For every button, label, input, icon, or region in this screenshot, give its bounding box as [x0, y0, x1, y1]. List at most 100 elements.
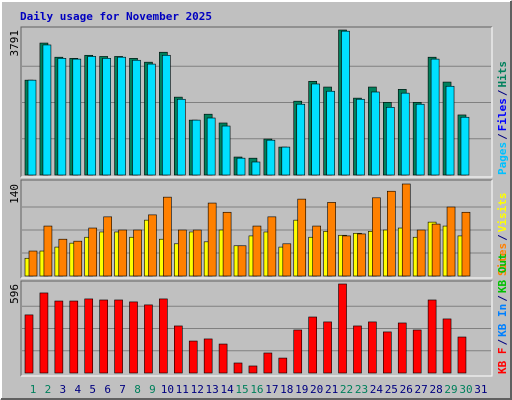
frame [20, 179, 492, 278]
bar [326, 90, 335, 176]
bar [357, 233, 366, 277]
x-tick-label: 26 [400, 383, 413, 396]
axis-label: KB F [496, 348, 509, 375]
bar [282, 243, 292, 277]
x-tick-label: 8 [134, 383, 141, 396]
bar [237, 245, 247, 277]
bar [371, 91, 380, 176]
bar [221, 125, 231, 176]
bar [311, 83, 320, 176]
x-tick-label: 23 [355, 383, 368, 396]
x-tick-label: 2 [45, 383, 52, 396]
x-tick-label: 20 [310, 383, 323, 396]
axis-label: Sites [496, 243, 509, 276]
bar [263, 352, 273, 374]
bar [27, 79, 37, 176]
bar [178, 229, 187, 277]
x-tick-label: 4 [74, 383, 81, 396]
bar [427, 299, 437, 374]
x-tick-label: 10 [161, 383, 174, 396]
bar [416, 229, 426, 277]
bar [159, 298, 168, 374]
bar [252, 225, 262, 277]
bar [114, 299, 123, 374]
bar [431, 223, 441, 277]
bar [43, 225, 53, 277]
bar [401, 183, 411, 277]
bar [129, 301, 138, 374]
bar [191, 119, 201, 176]
x-tick-label: 7 [119, 383, 126, 396]
label-separator: / [496, 89, 509, 96]
bar [218, 343, 228, 374]
bar [144, 304, 153, 374]
bar [342, 235, 351, 277]
bar [118, 229, 127, 277]
bar [266, 139, 276, 176]
bar [133, 229, 142, 277]
axis-label: Visits [496, 193, 509, 233]
bar [293, 329, 303, 374]
bar [148, 214, 157, 277]
bar [297, 198, 307, 277]
x-tick-label: 18 [280, 383, 293, 396]
axis-label: Hits [496, 61, 509, 88]
bar [69, 300, 79, 374]
bar [278, 357, 288, 374]
label-separator: / [496, 295, 509, 302]
bar [72, 58, 82, 176]
bar [73, 240, 83, 277]
bar [445, 85, 455, 176]
x-tick-label: 14 [220, 383, 234, 396]
bar [267, 216, 277, 277]
label-separator: / [496, 339, 509, 346]
x-tick-label: 16 [250, 383, 263, 396]
bar [281, 146, 291, 176]
label-separator: / [496, 234, 509, 241]
x-tick-label: 5 [89, 383, 96, 396]
bar [412, 329, 422, 374]
x-tick-label: 24 [370, 383, 384, 396]
bar [222, 211, 232, 277]
x-tick-label: 22 [340, 383, 353, 396]
bar [177, 98, 186, 176]
bar [24, 314, 34, 374]
bar [103, 216, 112, 277]
axis-label: KB In [496, 304, 509, 337]
x-tick-label: 1 [30, 383, 37, 396]
bar [42, 44, 52, 176]
axis-label: Files [496, 98, 509, 131]
bar [368, 321, 377, 374]
x-tick-label: 21 [325, 383, 338, 396]
bar [356, 98, 365, 176]
bar [99, 299, 108, 374]
bar [338, 283, 347, 374]
y-tick-label: 596 [8, 284, 21, 304]
bar [461, 211, 471, 277]
bar [308, 316, 317, 374]
axis-label: KB Out [496, 253, 509, 293]
x-tick-label: 12 [191, 383, 204, 396]
bar [383, 331, 392, 374]
x-tick-label: 19 [295, 383, 308, 396]
frame [20, 280, 492, 376]
y-tick-label: 140 [8, 184, 21, 204]
bar [457, 336, 467, 374]
bar [400, 92, 410, 176]
bar [296, 103, 306, 176]
bar [28, 250, 38, 277]
bar [132, 59, 141, 176]
bar [102, 58, 111, 176]
bar [163, 196, 172, 277]
x-tick-label: 29 [444, 383, 457, 396]
frame [21, 180, 493, 279]
bar [147, 63, 156, 176]
bar [58, 238, 68, 277]
bar [323, 321, 332, 374]
bar [84, 298, 94, 374]
x-tick-label: 15 [235, 383, 248, 396]
bar [248, 365, 258, 374]
x-tick-label: 17 [265, 383, 278, 396]
bar [39, 292, 49, 374]
